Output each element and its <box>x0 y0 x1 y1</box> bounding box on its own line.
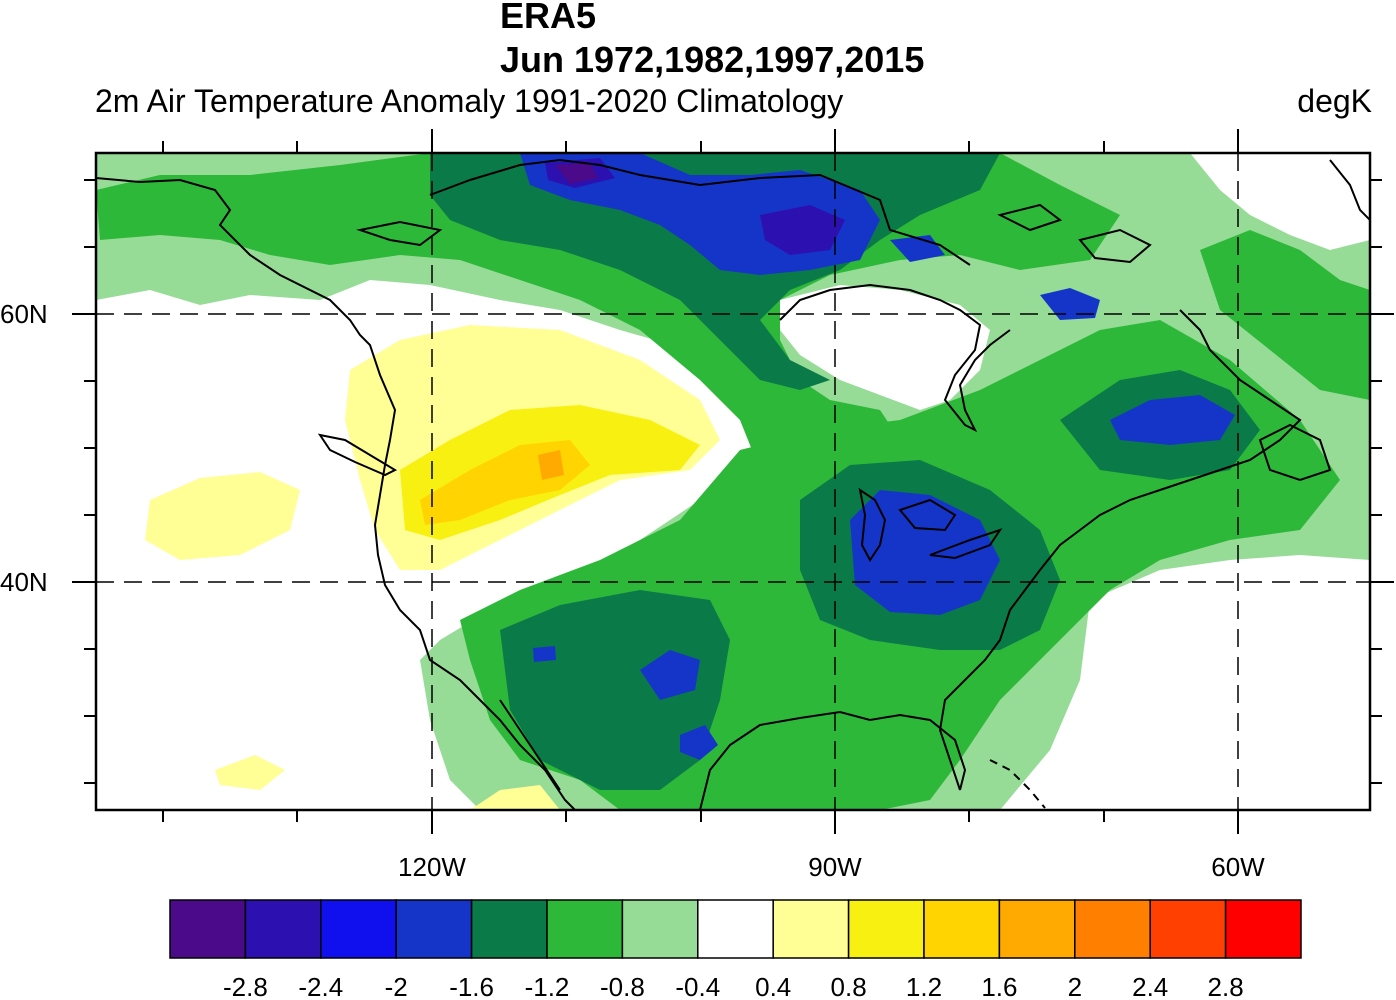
region-blue-lakes <box>850 490 1000 615</box>
colorbar-swatch <box>998 899 1076 959</box>
region-violet-arctic <box>555 163 598 184</box>
colorbar-swatch <box>546 899 624 959</box>
ytick-label-40n: 40N <box>0 567 48 597</box>
colorbar-swatch <box>395 899 473 959</box>
subtitle-variable: 2m Air Temperature Anomaly 1991-2020 Cli… <box>95 83 844 119</box>
region-blue-sw3 <box>533 646 556 662</box>
colorbar-level-label: 2.4 <box>1132 972 1168 1000</box>
colorbar-swatch <box>470 899 548 959</box>
xtick-label-60w: 60W <box>1211 852 1265 882</box>
colorbar-level-label: 2.8 <box>1208 972 1244 1000</box>
coast-gulf-california <box>499 699 561 791</box>
colorbar-level-label: 1.2 <box>906 972 942 1000</box>
region-white-atlantic <box>1000 555 1370 810</box>
region-darkgreen-sw <box>500 590 730 790</box>
xtick-label-120w: 120W <box>398 852 466 882</box>
map-frame <box>94 151 1372 812</box>
coast-vancouver-island <box>317 433 398 477</box>
colorbar-level-label: 0.4 <box>755 972 791 1000</box>
colorbar-labels: -2.8 -2.4 -2 -1.6 -1.2 -0.8 -0.4 0.4 0.8 1.2 1.6 2 2… <box>223 972 1244 1000</box>
region-white-greenland <box>1190 153 1370 250</box>
title-dataset: ERA5 <box>500 0 597 36</box>
region-warm-peak <box>538 450 564 480</box>
region-blue-sw2 <box>680 725 718 760</box>
xtick-label-90w: 90W <box>808 852 862 882</box>
colorbar-swatch <box>1149 899 1227 959</box>
colorbar-level-label: -1.6 <box>449 972 494 1000</box>
colorbar-level-label: 0.8 <box>831 972 867 1000</box>
colorbar-swatch <box>772 899 850 959</box>
colorbar-swatch <box>923 899 1001 959</box>
region-warm-baja <box>215 755 560 810</box>
coast-greenland <box>1329 159 1370 221</box>
colorbar-swatch <box>1224 899 1302 959</box>
region-warm-pacific <box>145 472 300 560</box>
coast-hudson-bay <box>779 283 1011 433</box>
colorbar-swatch <box>847 899 925 959</box>
colorbar-swatch <box>244 899 322 959</box>
colorbar-swatch <box>320 899 397 959</box>
colorbar-level-label: -2.8 <box>223 972 268 1000</box>
colorbar-swatch <box>169 899 247 959</box>
region-green-east2 <box>1200 230 1370 400</box>
axis-ticks <box>72 129 1394 834</box>
coast-pacific-west <box>96 177 576 810</box>
coast-newfoundland <box>1258 423 1332 482</box>
colorbar-swatch <box>697 899 774 959</box>
coastlines <box>96 158 1370 810</box>
colorbar-swatch <box>1074 899 1151 959</box>
map-field <box>96 153 1370 810</box>
region-blue-baffin <box>890 235 1100 320</box>
grid-lines <box>96 153 1370 810</box>
colorbar-level-label: -2.4 <box>298 972 343 1000</box>
subtitle-units: degK <box>1297 83 1372 119</box>
coast-gulf-mexico <box>699 710 967 810</box>
colorbar-level-label: -2 <box>385 972 408 1000</box>
colorbar <box>169 899 1302 959</box>
coast-cuba <box>989 759 1046 809</box>
colorbar-swatch <box>621 899 699 959</box>
colorbar-level-label: -0.8 <box>600 972 645 1000</box>
region-blue-sw1 <box>640 650 700 700</box>
coast-atlantic <box>938 309 1302 791</box>
colorbar-level-label: -1.2 <box>525 972 570 1000</box>
ytick-label-60n: 60N <box>0 299 48 329</box>
title-period: Jun 1972,1982,1997,2015 <box>500 39 925 80</box>
colorbar-level-label: 2 <box>1068 972 1082 1000</box>
colorbar-level-label: -0.4 <box>675 972 720 1000</box>
region-blue-labrador <box>1110 395 1235 445</box>
coast-arctic-islands <box>356 158 1152 266</box>
colorbar-level-label: 1.6 <box>981 972 1017 1000</box>
region-white-hudson <box>780 285 990 410</box>
region-indigo-arctic <box>545 158 845 255</box>
coast-great-lakes <box>858 487 1003 562</box>
